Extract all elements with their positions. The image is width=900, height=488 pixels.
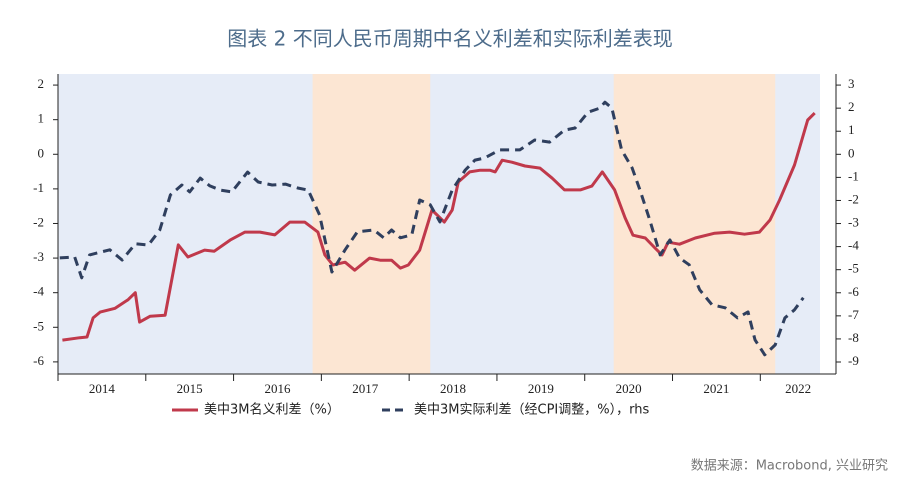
y2-tick-label: -9 <box>848 353 859 368</box>
y2-tick-label: -3 <box>848 215 859 230</box>
y2-tick-label: -6 <box>848 284 859 299</box>
y-tick-label: -6 <box>33 353 44 368</box>
x-tick-label: 2019 <box>528 381 554 396</box>
source-note: 数据来源：Macrobond, 兴业研究 <box>691 459 888 474</box>
y2-tick-label: -5 <box>848 261 859 276</box>
y2-tick-label: -8 <box>848 330 859 345</box>
shaded-region <box>312 74 431 374</box>
y-tick-label: 1 <box>38 111 45 126</box>
y-tick-label: 0 <box>38 145 45 160</box>
y-tick-label: -3 <box>33 249 44 264</box>
x-tick-label: 2022 <box>785 381 811 396</box>
x-tick-label: 2015 <box>177 381 203 396</box>
y-tick-label: -1 <box>33 180 44 195</box>
y2-tick-label: 3 <box>848 76 855 91</box>
x-tick-label: 2017 <box>352 381 379 396</box>
x-tick-label: 2018 <box>440 381 466 396</box>
y2-tick-label: 2 <box>848 99 855 114</box>
y2-tick-label: -1 <box>848 168 859 183</box>
y-tick-label: -4 <box>33 284 44 299</box>
y-tick-label: -2 <box>33 214 44 229</box>
legend-label: 美中3M实际利差（经CPI调整，%），rhs <box>414 403 649 418</box>
y2-tick-label: 0 <box>848 145 855 160</box>
series-line <box>59 100 805 357</box>
shaded-region <box>613 74 776 374</box>
legend-label: 美中3M名义利差（%） <box>204 402 340 418</box>
chart-title: 图表 2 不同人民币周期中名义利差和实际利差表现 <box>227 27 672 51</box>
y2-tick-label: -2 <box>848 191 859 206</box>
x-tick-label: 2020 <box>616 381 642 396</box>
y2-tick-label: -7 <box>848 307 859 322</box>
y2-tick-label: 1 <box>848 122 855 137</box>
x-tick-label: 2021 <box>703 381 729 396</box>
x-tick-label: 2014 <box>89 381 116 396</box>
y-tick-label: -5 <box>33 318 44 333</box>
x-tick-label: 2016 <box>264 381 291 396</box>
plot-area: 2 1 0 -1 -2 -3 -4 -5 -6 3 2 1 0 -1 -2 -3 -4 -5 -6 -7 -8 -9 201… <box>33 74 859 418</box>
y-tick-label: 2 <box>38 76 45 91</box>
y2-tick-label: -4 <box>848 238 859 253</box>
